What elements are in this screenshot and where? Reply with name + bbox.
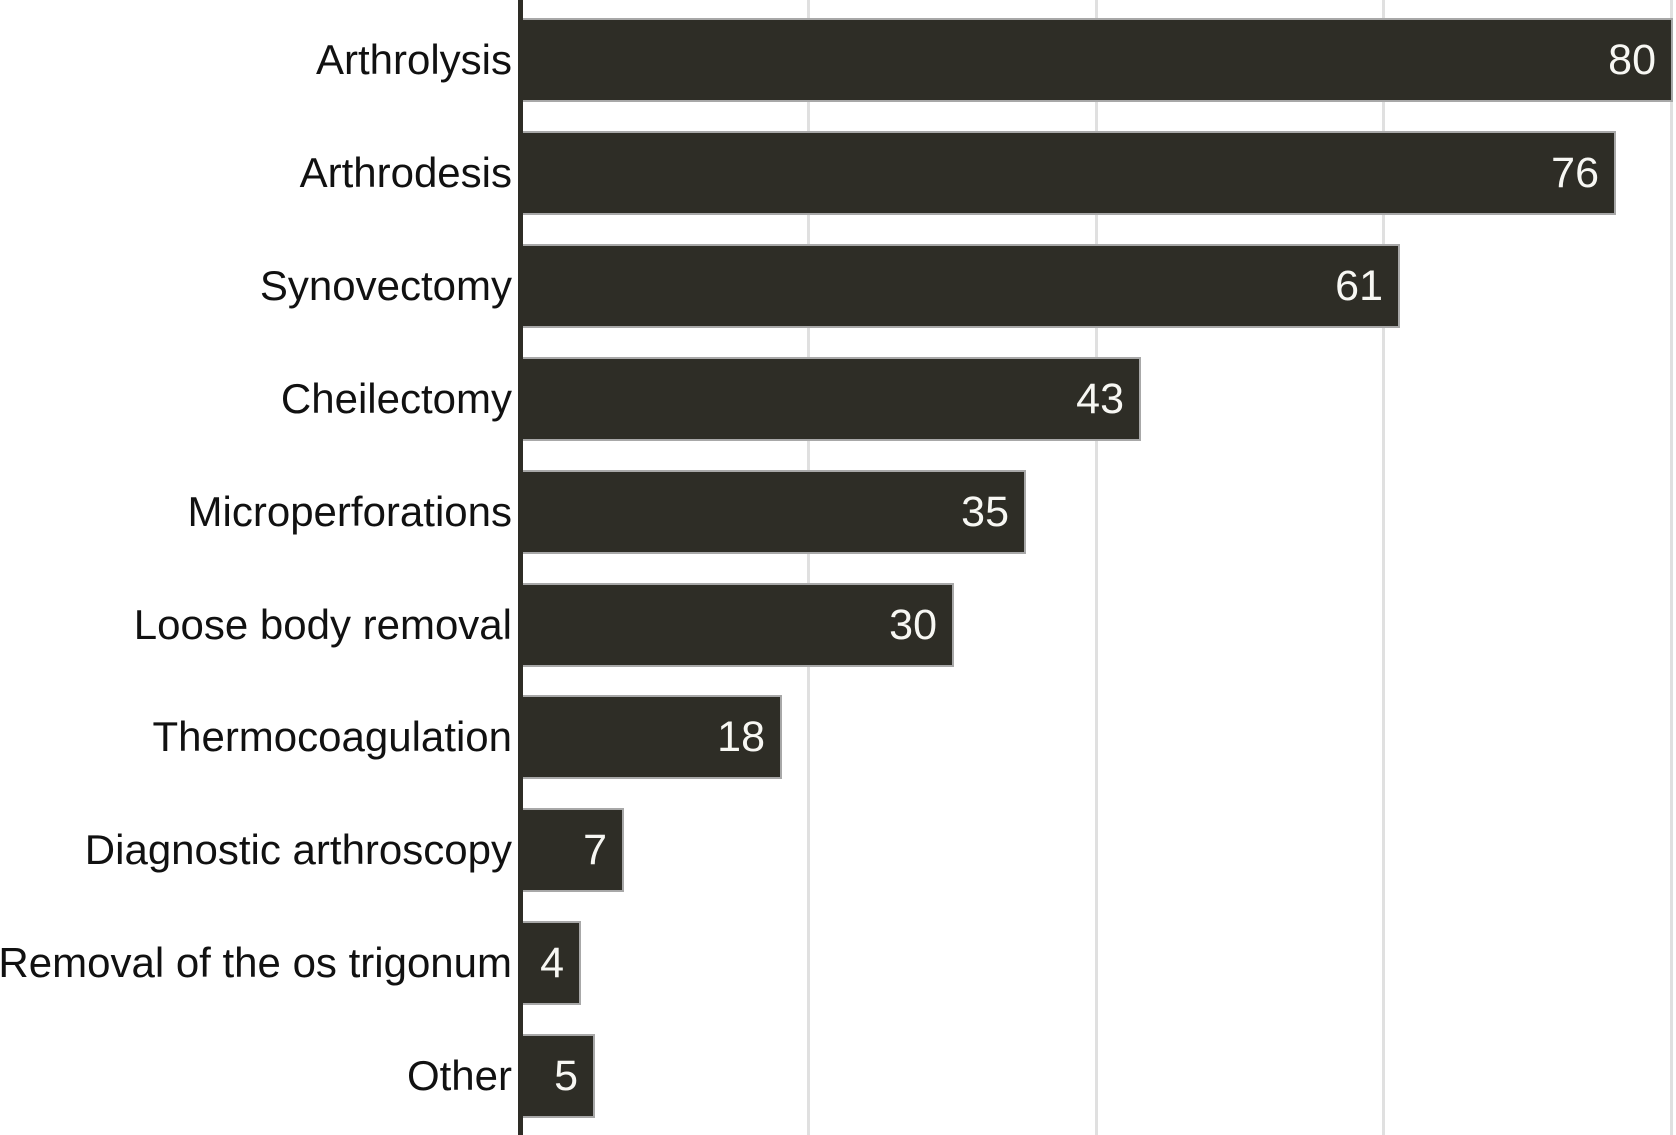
bar-value-label: 5 (554, 1052, 578, 1100)
gridline (1094, 0, 1098, 1135)
bar-value-label: 30 (889, 601, 937, 649)
bar: 18 (519, 695, 782, 779)
category-label: Other (406, 1052, 512, 1099)
bar-value-label: 4 (540, 939, 564, 987)
bar-value-label: 18 (717, 713, 765, 761)
y-axis-line (518, 0, 523, 1135)
bar-value-label: 35 (961, 488, 1009, 536)
category-label: Synovectomy (259, 262, 512, 309)
category-label: Microperforations (187, 488, 512, 535)
bar: 43 (519, 357, 1141, 441)
bar: 80 (519, 18, 1673, 102)
category-label: Diagnostic arthroscopy (84, 826, 512, 873)
category-label: Thermocoagulation (152, 713, 512, 760)
category-label: Removal of the os trigonum (0, 939, 512, 986)
gridline (1669, 0, 1673, 1135)
category-label: Arthrolysis (315, 36, 512, 83)
bar-value-label: 76 (1551, 149, 1599, 197)
category-label: Arthrodesis (299, 149, 512, 196)
bar: 5 (519, 1034, 595, 1118)
bar: 61 (519, 244, 1400, 328)
gridline (807, 0, 810, 1135)
bar: 76 (519, 131, 1616, 215)
bar: 30 (519, 583, 954, 667)
bar: 7 (519, 808, 624, 892)
bar-value-label: 61 (1335, 262, 1383, 310)
bar: 35 (519, 470, 1026, 554)
bar-value-label: 43 (1076, 375, 1124, 423)
bar: 4 (519, 921, 581, 1005)
category-label: Cheilectomy (280, 375, 512, 422)
bar-value-label: 80 (1608, 36, 1656, 84)
category-label: Loose body removal (133, 601, 512, 648)
gridline (1382, 0, 1385, 1135)
bar-value-label: 7 (583, 826, 607, 874)
